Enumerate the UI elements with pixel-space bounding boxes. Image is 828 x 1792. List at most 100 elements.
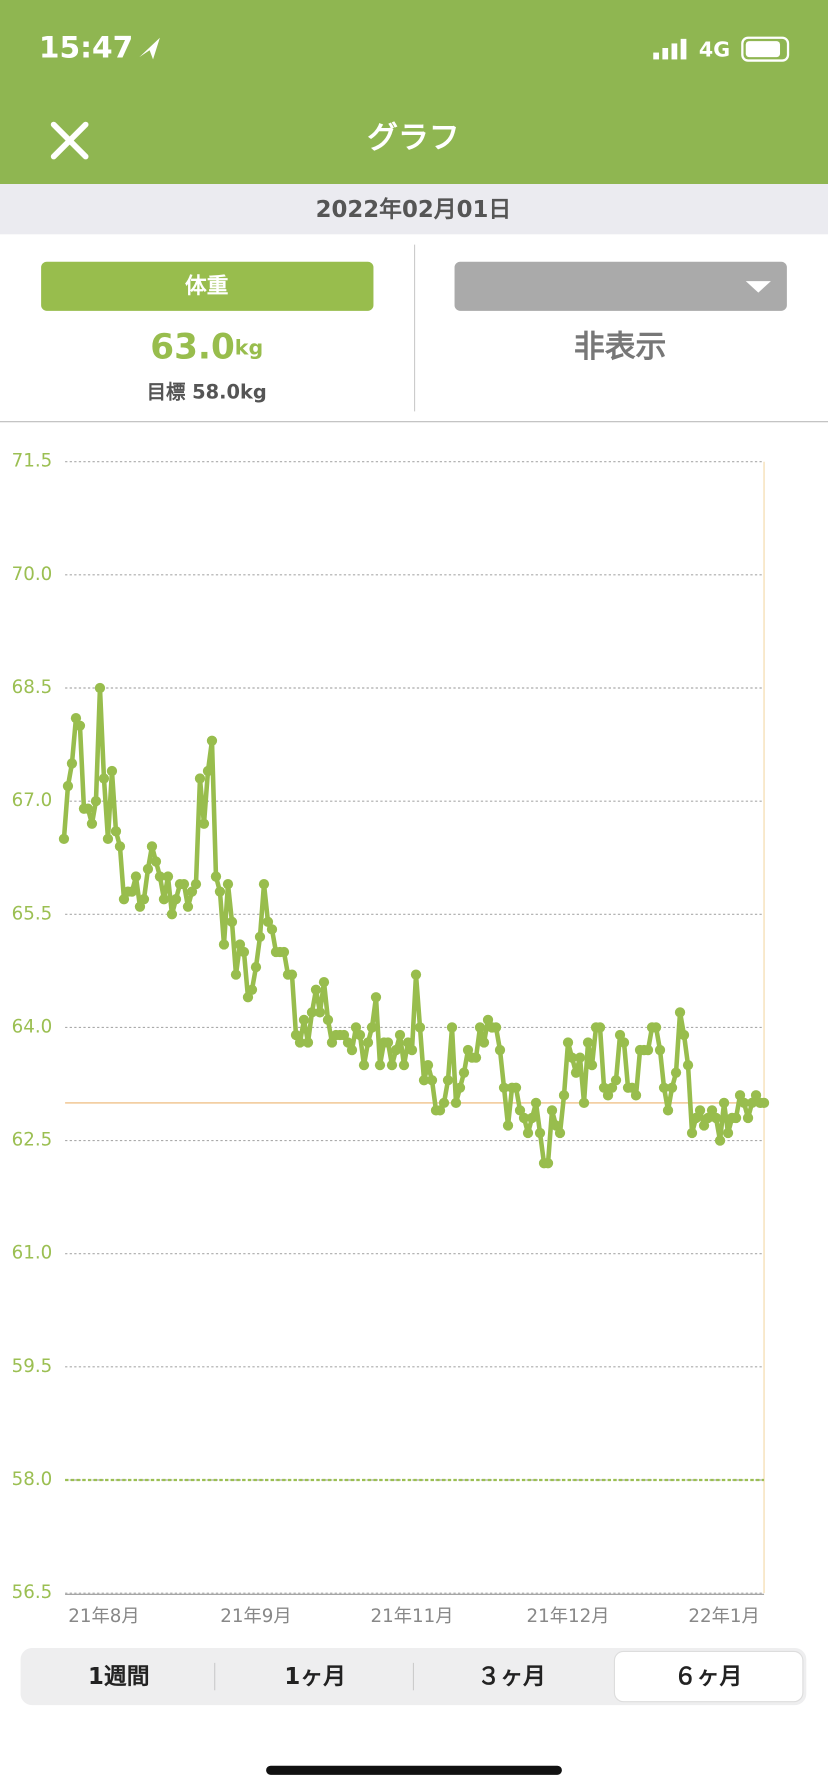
data-point — [246, 984, 258, 995]
data-point — [422, 1060, 434, 1071]
data-point — [402, 1037, 414, 1048]
data-point — [426, 1075, 438, 1086]
data-point — [198, 818, 210, 829]
segment-label[interactable]: 1週間 — [88, 1664, 150, 1690]
y-tick-label: 62.5 — [12, 1130, 53, 1151]
metric-label: 体重 — [185, 274, 228, 299]
data-point — [154, 871, 166, 882]
data-point — [490, 1022, 502, 1033]
data-point — [194, 773, 206, 784]
data-point — [186, 886, 198, 897]
data-point — [670, 1067, 682, 1078]
data-point — [722, 1127, 734, 1139]
y-tick-label: 70.0 — [12, 564, 53, 585]
data-point — [566, 1052, 578, 1063]
y-tick-label: 71.5 — [12, 451, 53, 472]
data-point — [302, 1037, 314, 1048]
status-time: 15:47 — [39, 31, 133, 66]
data-point — [250, 961, 262, 973]
data-point — [462, 1044, 474, 1056]
data-point — [86, 818, 98, 829]
goal-text: 目標 58.0kg — [147, 381, 267, 404]
data-point — [750, 1090, 762, 1101]
data-point — [706, 1105, 718, 1116]
segment-selected-bg — [613, 1650, 804, 1703]
data-point — [166, 909, 178, 920]
dropdown[interactable] — [454, 261, 787, 311]
data-point — [242, 992, 254, 1003]
data-point — [746, 1097, 758, 1108]
data-point — [502, 1120, 514, 1131]
data-point — [342, 1037, 354, 1048]
data-point — [222, 878, 234, 890]
data-point — [410, 969, 422, 980]
data-point — [90, 796, 102, 807]
data-point — [666, 1082, 678, 1093]
data-point — [702, 1112, 714, 1124]
data-point — [70, 713, 82, 724]
y-tick-label: 56.5 — [12, 1582, 53, 1603]
data-point — [370, 992, 382, 1003]
data-point — [542, 1158, 554, 1169]
data-point — [338, 1029, 350, 1041]
data-point — [570, 1067, 582, 1078]
data-point — [290, 1029, 302, 1041]
battery-level — [745, 41, 781, 58]
y-tick-label: 58.0 — [12, 1469, 53, 1490]
data-point — [82, 803, 94, 814]
data-point — [550, 1120, 562, 1131]
data-line — [61, 685, 765, 1166]
data-point — [558, 1090, 570, 1101]
data-point — [434, 1105, 446, 1116]
close-button[interactable] — [50, 121, 89, 160]
data-point — [510, 1082, 522, 1093]
data-point — [554, 1127, 566, 1139]
data-point — [578, 1097, 590, 1108]
segment-label[interactable]: ６ヶ月 — [674, 1664, 742, 1690]
data-point — [494, 1044, 506, 1056]
hidden-label: 非表示 — [574, 329, 666, 365]
data-point — [682, 1060, 694, 1071]
data-point — [398, 1060, 410, 1071]
data-point — [482, 1014, 494, 1026]
data-point — [202, 765, 214, 777]
data-point — [530, 1097, 542, 1108]
data-point — [514, 1105, 526, 1116]
data-point — [74, 720, 86, 731]
data-point — [626, 1082, 638, 1093]
data-point — [118, 894, 130, 905]
header-bg — [0, 0, 828, 184]
data-point — [234, 939, 246, 950]
data-point — [278, 946, 290, 958]
header-title: グラフ — [367, 120, 459, 156]
data-point — [594, 1022, 606, 1033]
y-tick-label: 64.0 — [12, 1016, 53, 1037]
data-point — [734, 1090, 746, 1101]
current-value: 63.0 — [150, 327, 235, 367]
current-weight: 63.0kg — [150, 327, 263, 367]
data-point — [526, 1112, 538, 1124]
battery — [741, 36, 790, 62]
data-point — [718, 1097, 730, 1108]
data-point — [170, 894, 182, 905]
data-point — [546, 1105, 558, 1116]
data-point — [650, 1022, 662, 1033]
dropdown-arrow — [745, 281, 771, 293]
data-point — [438, 1097, 450, 1108]
data-point — [158, 894, 170, 905]
segment-label[interactable]: 1ヶ月 — [284, 1664, 346, 1690]
data-point — [574, 1052, 586, 1063]
data-point — [382, 1037, 394, 1048]
data-point — [346, 1044, 358, 1056]
segment-label[interactable]: ３ヶ月 — [477, 1664, 545, 1690]
data-point — [178, 878, 190, 890]
status-network: 4G — [699, 37, 730, 61]
data-point — [130, 871, 142, 882]
data-point — [386, 1060, 398, 1071]
data-point — [614, 1029, 626, 1041]
current-unit: kg — [235, 336, 263, 360]
data-point — [58, 833, 70, 844]
metric-button[interactable] — [41, 261, 374, 311]
